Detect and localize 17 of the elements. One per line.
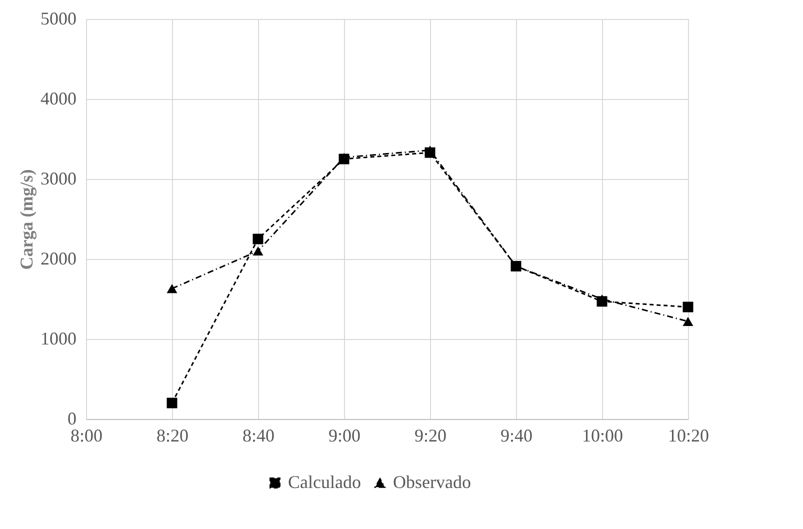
y-tick-label: 4000: [40, 88, 76, 108]
legend-label: Calculado: [288, 472, 361, 492]
x-tick-label: 9:00: [328, 426, 361, 446]
x-tick-label: 9:40: [500, 426, 533, 446]
x-tick-label: 10:20: [668, 426, 710, 446]
y-axis-title: Carga (mg/s): [16, 169, 36, 270]
y-tick-label: 2000: [40, 248, 76, 268]
y-tick-label: 3000: [40, 168, 76, 188]
x-tick-label: 8:20: [156, 426, 189, 446]
x-tick-label: 8:00: [70, 426, 103, 446]
y-tick-label: 0: [68, 408, 76, 428]
y-tick-label: 1000: [40, 328, 76, 348]
x-tick-label: 10:00: [582, 426, 624, 446]
x-tick-label: 8:40: [242, 426, 275, 446]
x-tick-label: 9:20: [414, 426, 447, 446]
y-tick-label: 5000: [40, 8, 76, 28]
legend-label: Observado: [393, 472, 471, 492]
